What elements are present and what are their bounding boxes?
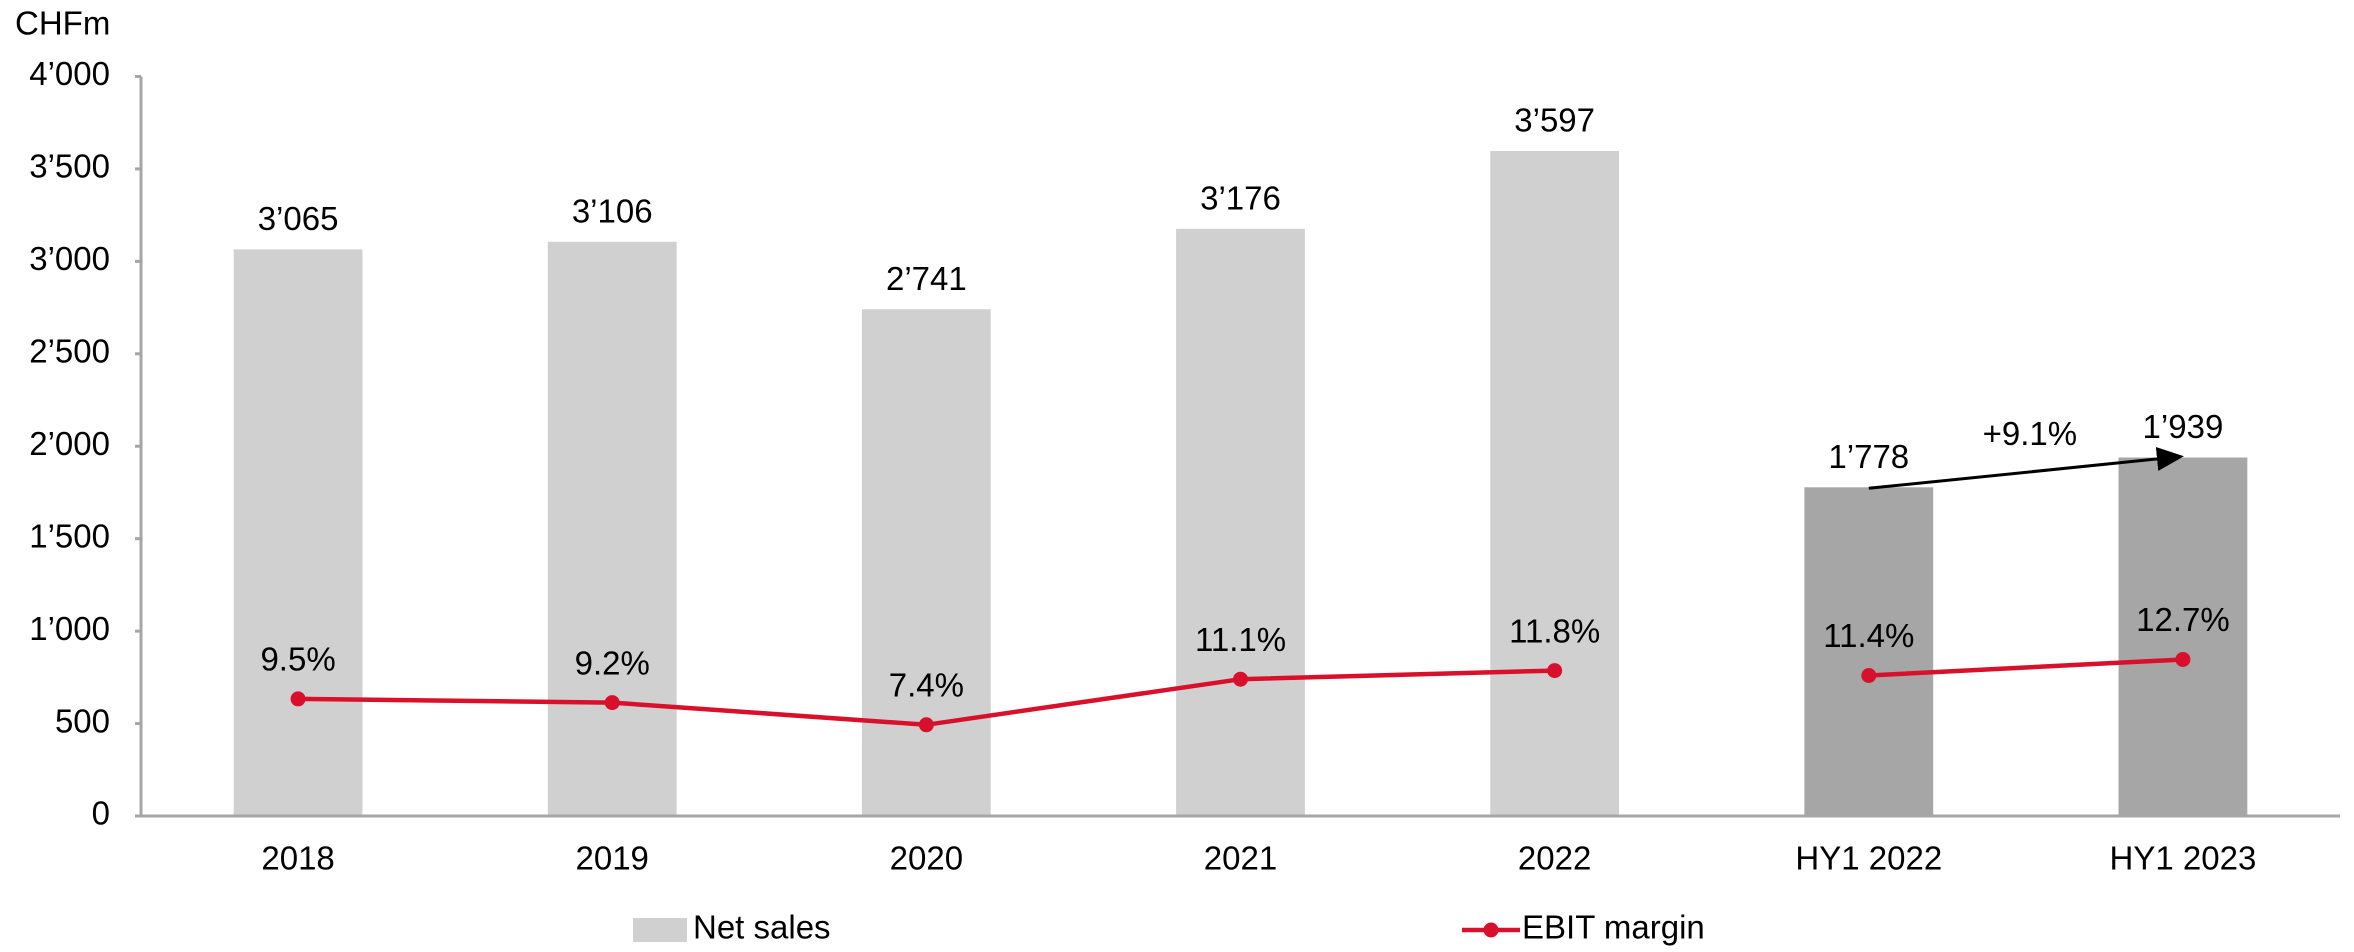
- y-tick-label: 3’000: [29, 240, 110, 277]
- line-marker: [1547, 663, 1563, 679]
- bar-value-label: 3’106: [572, 192, 653, 229]
- line-marker: [918, 717, 934, 733]
- y-tick-label: 2’000: [29, 425, 110, 462]
- y-tick-label: 3’500: [29, 148, 110, 185]
- bar: [1490, 151, 1620, 816]
- line-value-label: 9.2%: [575, 644, 650, 681]
- x-tick-label: HY1 2023: [2110, 840, 2257, 877]
- x-tick-label: HY1 2022: [1795, 840, 1942, 877]
- line-marker: [1233, 671, 1248, 687]
- bar: [861, 309, 991, 816]
- line-marker: [2175, 651, 2191, 667]
- bar: [1804, 487, 1934, 816]
- y-tick-label: 1’000: [29, 610, 110, 647]
- line-value-label: 7.4%: [889, 667, 964, 704]
- x-tick-label: 2018: [261, 840, 334, 877]
- bar-value-label: 3’597: [1514, 102, 1595, 139]
- line-value-label: 12.7%: [2136, 601, 2230, 638]
- line-value-label: 11.1%: [1195, 621, 1286, 658]
- legend-swatch: [633, 918, 687, 942]
- bar-value-label: 3’176: [1200, 180, 1281, 217]
- annotation-arrow: [1868, 447, 2184, 490]
- legend-label: EBIT margin: [1522, 909, 1705, 946]
- y-tick-label: 4’000: [29, 55, 110, 92]
- x-tick-label: 2021: [1204, 840, 1277, 877]
- y-tick-label: 2’500: [29, 333, 110, 370]
- bar-value-label: 3’065: [258, 200, 339, 237]
- bar-value-label: 1’939: [2143, 408, 2224, 445]
- bar-value-label: 2’741: [886, 260, 967, 297]
- line-value-label: 9.5%: [260, 641, 335, 678]
- legend-label: Net sales: [693, 909, 831, 946]
- legend-marker: [1483, 922, 1499, 938]
- bar: [547, 241, 677, 816]
- line-value-label: 11.8%: [1509, 612, 1600, 649]
- y-tick-label: 1’500: [29, 517, 110, 554]
- line-marker: [604, 695, 620, 711]
- line-marker: [290, 691, 306, 707]
- x-tick-label: 2022: [1518, 840, 1591, 877]
- bar: [2118, 457, 2248, 816]
- line-value-label: 11.4%: [1823, 617, 1914, 654]
- y-tick-label: 500: [55, 702, 110, 739]
- annotation-text: +9.1%: [1983, 415, 2078, 452]
- y-tick-label: 0: [92, 795, 110, 832]
- x-tick-label: 2020: [890, 840, 963, 877]
- bar: [1176, 228, 1305, 816]
- bar-value-label: 1’778: [1828, 438, 1909, 475]
- line-marker: [1861, 667, 1877, 683]
- bar: [233, 249, 363, 816]
- y-axis-label: CHFm: [15, 5, 110, 42]
- x-tick-label: 2019: [576, 840, 649, 877]
